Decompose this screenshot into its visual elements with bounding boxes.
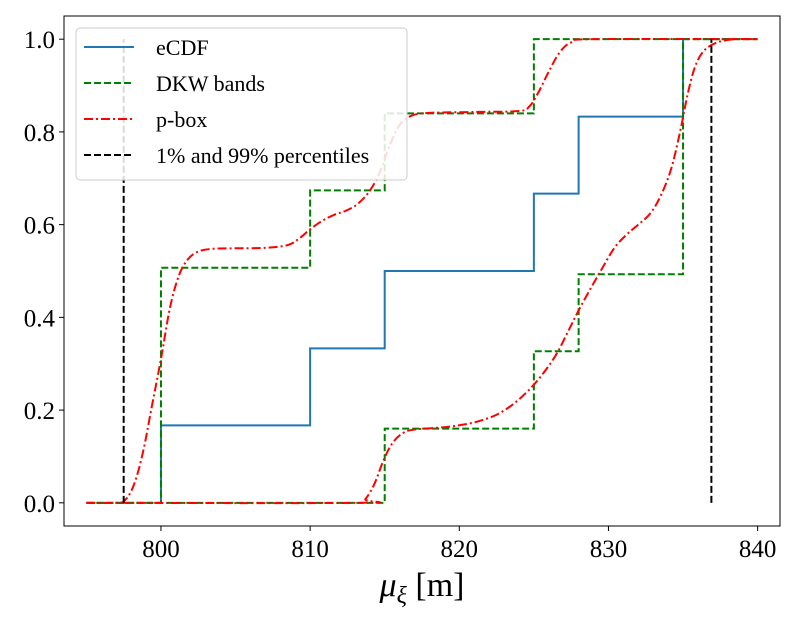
plot-area <box>86 37 758 505</box>
legend-label-dkw-bands: DKW bands <box>156 71 265 96</box>
x-tick-label: 840 <box>739 536 777 563</box>
y-tick-label: 0.4 <box>24 305 56 332</box>
y-tick-label: 0.8 <box>24 120 55 147</box>
legend: eCDF DKW bands p-box 1% and 99% percentiles <box>75 27 408 181</box>
x-axis: 800 810 820 830 840 <box>142 526 776 563</box>
dkw-bands-series-1 <box>86 38 758 504</box>
dkw-bands-series-2 <box>86 38 758 504</box>
x-tick-label: 830 <box>590 536 628 563</box>
legend-label-1-and-99-percentiles: 1% and 99% percentiles <box>156 143 369 168</box>
p-box-series-2 <box>86 37 758 505</box>
y-tick-label: 0.6 <box>24 213 55 240</box>
y-tick-label: 0.0 <box>24 491 55 518</box>
legend-box <box>75 27 408 181</box>
ecdf-series <box>159 39 685 503</box>
legend-label-ecdf: eCDF <box>156 35 209 60</box>
axes-frame <box>63 15 781 527</box>
x-tick-label: 820 <box>441 536 479 563</box>
y-axis: 0.0 0.2 0.4 0.6 0.8 1.0 <box>24 27 64 518</box>
y-tick-label: 1.0 <box>24 27 55 54</box>
p-box-series-1 <box>86 37 758 505</box>
legend-label-p-box: p-box <box>156 107 207 132</box>
x-axis-label: μξ [m] <box>379 567 465 609</box>
y-tick-label: 0.2 <box>24 398 55 425</box>
x-tick-label: 800 <box>142 536 180 563</box>
x-tick-label: 810 <box>291 536 329 563</box>
